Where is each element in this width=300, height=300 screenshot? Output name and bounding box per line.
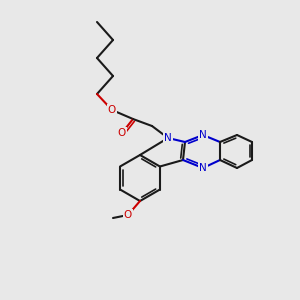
- Text: O: O: [124, 210, 132, 220]
- Text: N: N: [199, 130, 207, 140]
- Text: N: N: [199, 163, 207, 173]
- Text: O: O: [124, 210, 132, 220]
- Text: N: N: [164, 133, 172, 143]
- Text: O: O: [118, 128, 126, 138]
- Text: O: O: [108, 105, 116, 115]
- Text: O: O: [108, 105, 116, 115]
- Text: N: N: [164, 133, 172, 143]
- Text: O: O: [118, 128, 126, 138]
